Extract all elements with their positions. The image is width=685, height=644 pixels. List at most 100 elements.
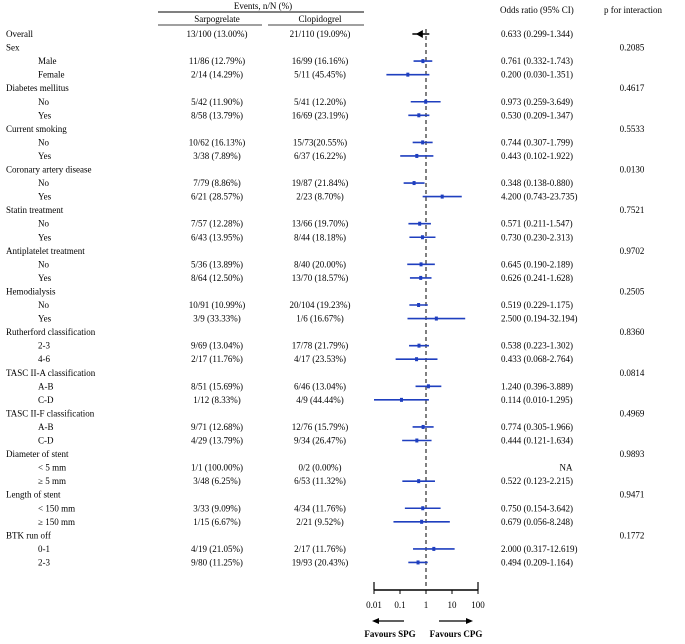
row-sarpogrelate-events: 10/91 (10.99%) [189, 300, 246, 310]
row-sarpogrelate-events: 3/48 (6.25%) [193, 476, 241, 486]
row-odds-ratio: 0.444 (0.121-1.634) [501, 436, 573, 446]
row-sarpogrelate-events: 3/38 (7.89%) [193, 151, 241, 161]
row-clopidogrel-events: 4/17 (23.53%) [294, 354, 346, 364]
row-sarpogrelate-events: 2/17 (11.76%) [191, 354, 243, 364]
row-label: Hemodialysis [6, 286, 56, 296]
row-label: 4-6 [38, 354, 50, 364]
row-sarpogrelate-events: 1/12 (8.33%) [193, 395, 241, 405]
row-odds-ratio: 0.114 (0.010-1.295) [501, 395, 573, 405]
row-label: C-D [38, 395, 54, 405]
row-p-interaction: 0.8360 [620, 327, 645, 337]
row-odds-ratio: 0.973 (0.259-3.649) [501, 97, 573, 107]
row-clopidogrel-events: 6/37 (16.22%) [294, 151, 346, 161]
row-odds-ratio: 0.645 (0.190-2.189) [501, 259, 573, 269]
point-estimate-marker [421, 59, 425, 64]
row-label: Yes [38, 110, 52, 120]
row-odds-ratio: 1.240 (0.396-3.889) [501, 381, 573, 391]
row-p-interaction: 0.2085 [620, 43, 645, 53]
point-estimate-marker [415, 153, 419, 158]
row-label: TASC II-F classification [6, 408, 95, 418]
row-sarpogrelate-events: 8/58 (13.79%) [191, 110, 243, 120]
row-label: ≥ 150 mm [38, 517, 75, 527]
row-clopidogrel-events: 5/41 (12.20%) [294, 97, 346, 107]
row-sarpogrelate-events: 10/62 (16.13%) [189, 137, 246, 147]
row-clopidogrel-events: 15/73(20.55%) [293, 137, 347, 147]
row-sarpogrelate-events: 7/57 (12.28%) [191, 219, 243, 229]
row-clopidogrel-events: 6/53 (11.32%) [294, 476, 346, 486]
row-clopidogrel-events: 19/87 (21.84%) [292, 178, 349, 188]
x-tick-label: 100 [471, 600, 485, 610]
row-label: ≥ 5 mm [38, 476, 66, 486]
x-tick-label: 0.1 [394, 600, 405, 610]
point-estimate-marker [420, 235, 424, 240]
row-label: Diabetes mellitus [6, 83, 69, 93]
point-estimate-marker [415, 438, 419, 443]
row-clopidogrel-events: 12/76 (15.79%) [292, 422, 349, 432]
point-estimate-marker [420, 519, 424, 524]
row-sarpogrelate-events: 5/42 (11.90%) [191, 97, 243, 107]
point-estimate-marker [406, 72, 410, 77]
row-odds-ratio: 0.730 (0.230-2.313) [501, 232, 573, 242]
row-odds-ratio: 0.348 (0.138-0.880) [501, 178, 573, 188]
row-label: Yes [38, 314, 52, 324]
row-label: A-B [38, 381, 54, 391]
row-label: 0-1 [38, 544, 50, 554]
row-label: Sex [6, 43, 20, 53]
point-estimate-marker [432, 546, 436, 551]
row-sarpogrelate-events: 4/29 (13.79%) [191, 436, 243, 446]
point-estimate-marker [421, 424, 425, 429]
row-sarpogrelate-events: 9/80 (11.25%) [191, 557, 243, 567]
row-odds-ratio: 0.200 (0.030-1.351) [501, 70, 573, 80]
row-label: Yes [38, 192, 52, 202]
row-odds-ratio: 0.530 (0.209-1.347) [501, 110, 573, 120]
row-clopidogrel-events: 0/2 (0.00%) [299, 463, 342, 473]
x-tick-label: 1 [424, 600, 429, 610]
row-clopidogrel-events: 21/110 (19.09%) [290, 29, 351, 39]
row-clopidogrel-events: 8/44 (18.18%) [294, 232, 346, 242]
point-estimate-marker [416, 560, 420, 565]
row-clopidogrel-events: 16/99 (16.16%) [292, 56, 349, 66]
point-estimate-marker [415, 357, 419, 362]
row-label: No [38, 219, 49, 229]
x-tick-label: 0.01 [366, 600, 382, 610]
row-label: Male [38, 56, 57, 66]
row-label: No [38, 97, 49, 107]
row-clopidogrel-events: 19/93 (20.43%) [292, 557, 349, 567]
row-label: Overall [6, 29, 33, 39]
header-group2: Clopidogrel [299, 14, 342, 24]
row-label: No [38, 178, 49, 188]
row-odds-ratio: 0.519 (0.229-1.175) [501, 300, 573, 310]
row-sarpogrelate-events: 13/100 (13.00%) [187, 29, 248, 39]
row-label: 2-3 [38, 341, 50, 351]
row-label: Length of stent [6, 490, 61, 500]
row-clopidogrel-events: 20/104 (19.23%) [290, 300, 351, 310]
row-odds-ratio: 0.433 (0.068-2.764) [501, 354, 573, 364]
row-clopidogrel-events: 1/6 (16.67%) [296, 314, 344, 324]
row-label: 2-3 [38, 557, 50, 567]
row-clopidogrel-events: 5/11 (45.45%) [294, 70, 346, 80]
point-estimate-marker [419, 275, 423, 280]
row-clopidogrel-events: 13/66 (19.70%) [292, 219, 349, 229]
row-odds-ratio: 0.679 (0.056-8.248) [501, 517, 573, 527]
row-p-interaction: 0.4617 [620, 83, 645, 93]
row-label: No [38, 259, 49, 269]
row-sarpogrelate-events: 4/19 (21.05%) [191, 544, 243, 554]
favours-right-label: Favours CPG [430, 629, 483, 639]
header-group1: Sarpogrelate [194, 14, 239, 24]
x-tick-label: 10 [448, 600, 458, 610]
row-clopidogrel-events: 4/9 (44.44%) [296, 395, 344, 405]
row-sarpogrelate-events: 5/36 (13.89%) [191, 259, 243, 269]
row-label: Yes [38, 232, 52, 242]
row-sarpogrelate-events: 9/71 (12.68%) [191, 422, 243, 432]
row-sarpogrelate-events: 6/21 (28.57%) [191, 192, 243, 202]
row-sarpogrelate-events: 2/14 (14.29%) [191, 70, 243, 80]
row-clopidogrel-events: 4/34 (11.76%) [294, 503, 346, 513]
row-p-interaction: 0.9471 [620, 490, 645, 500]
row-p-interaction: 0.4969 [620, 408, 645, 418]
row-clopidogrel-events: 13/70 (18.57%) [292, 273, 349, 283]
row-p-interaction: 0.7521 [620, 205, 645, 215]
row-label: Female [38, 70, 65, 80]
row-odds-ratio: 2.500 (0.194-32.194) [501, 314, 578, 324]
point-estimate-marker [424, 99, 428, 104]
